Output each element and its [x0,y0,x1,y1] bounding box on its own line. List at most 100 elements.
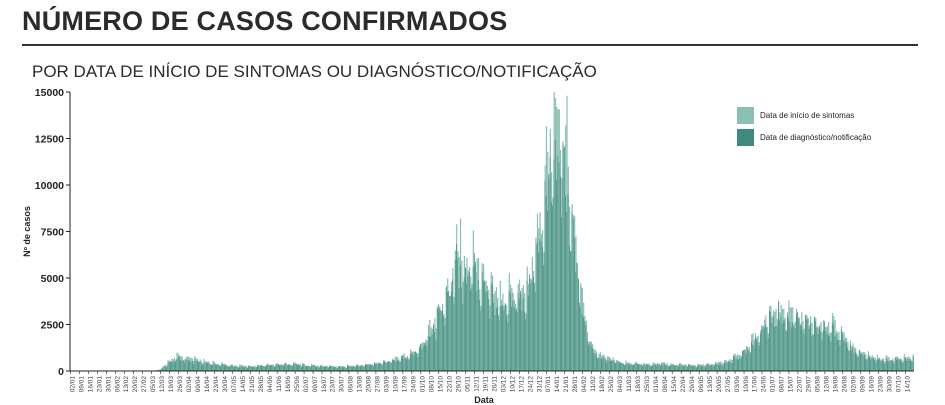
x-tick-label: 30/04 [222,376,229,393]
bar-diagnostico [382,362,384,371]
bar-diagnostico [894,357,896,371]
bar-diagnostico [575,272,577,371]
x-tick-label: 29/07 [806,376,813,393]
bar-diagnostico [767,338,769,371]
x-tick-label: 04/03 [617,376,624,393]
bar-diagnostico [824,321,825,371]
bar-diagnostico [902,362,904,371]
bar-diagnostico [878,359,879,371]
bar-diagnostico [748,349,750,371]
bar-diagnostico [710,365,711,371]
bar-diagnostico [176,359,178,371]
bar-diagnostico [311,365,312,371]
bar-diagnostico [738,359,739,371]
bar-diagnostico [492,285,493,371]
bar-diagnostico [792,322,793,371]
bar-diagnostico [389,361,391,371]
bar-diagnostico [497,306,498,371]
bar-diagnostico [266,365,267,371]
bar-diagnostico [453,303,455,371]
bar-diagnostico [408,360,410,371]
bar-diagnostico [820,331,822,371]
bar-diagnostico [542,246,543,371]
bar-diagnostico [749,352,751,371]
bar-diagnostico [536,242,538,371]
bar-diagnostico [744,349,746,371]
bar-diagnostico [450,292,452,371]
bar-diagnostico [350,366,352,371]
bar-diagnostico [563,147,565,371]
legend-swatch-sintomas [737,107,754,124]
bar-diagnostico [457,258,459,371]
bar-diagnostico [669,366,670,371]
x-tick-label: 05/08 [815,376,822,393]
x-tick-label: 03/12 [500,376,507,393]
bar-diagnostico [610,360,611,371]
bar-diagnostico [339,366,341,371]
x-tick-label: 30/07 [339,376,346,393]
bar-diagnostico [353,366,355,371]
bar-diagnostico [513,307,515,371]
x-tick-label: 01/04 [653,376,660,393]
bar-diagnostico [806,319,807,371]
bar-diagnostico [620,362,621,371]
bar-diagnostico [498,315,500,371]
bar-diagnostico [416,352,418,371]
bar-diagnostico [348,365,350,371]
bar-diagnostico [629,364,630,371]
bar-diagnostico [783,320,784,371]
x-tick-label: 16/09 [868,376,875,393]
bar-diagnostico [703,366,705,371]
bar-diagnostico [907,358,909,371]
bar-diagnostico [638,364,639,371]
bar-diagnostico [679,363,680,371]
bar-diagnostico [494,314,496,371]
bar-diagnostico [549,157,551,371]
bar-diagnostico [752,344,754,371]
bar-diagnostico [871,358,873,371]
bar-diagnostico [538,252,539,371]
bar-diagnostico [467,276,469,371]
x-tick-label: 18/03 [635,376,642,393]
bar-diagnostico [672,364,674,371]
x-tick-label: 11/06 [276,376,283,392]
bar-diagnostico [779,320,781,371]
bar-diagnostico [303,363,305,371]
bar-diagnostico [427,336,429,371]
bar-diagnostico [794,327,796,371]
y-tick-label: 15000 [35,87,64,99]
bar-diagnostico [271,365,273,371]
bar-diagnostico [190,362,192,371]
bar-diagnostico [407,355,409,371]
bar-diagnostico [667,366,669,371]
bar-diagnostico [908,360,910,371]
bar-diagnostico [509,292,511,371]
bar-diagnostico [182,361,184,371]
bar-diagnostico [857,357,859,371]
bar-diagnostico [277,364,279,371]
bar-diagnostico [540,241,542,371]
bar-diagnostico [849,344,851,371]
x-tick-label: 14/01 [554,376,561,393]
bar-diagnostico [515,310,516,371]
bar-diagnostico [217,365,219,371]
x-tick-label: 29/04 [689,376,696,393]
bar-diagnostico [665,365,666,371]
bar-diagnostico [604,360,606,371]
x-tick-label: 06/02 [114,376,121,393]
bar-diagnostico [227,365,229,371]
bar-diagnostico [721,365,723,371]
bar-diagnostico [890,360,892,371]
x-tick-label: 08/04 [662,376,669,393]
bar-diagnostico [236,366,238,371]
bar-diagnostico [270,365,271,371]
bar-diagnostico [625,363,627,371]
bar-diagnostico [370,364,371,371]
bar-diagnostico [635,363,637,371]
bar-diagnostico [624,365,625,371]
bar-diagnostico [330,365,332,371]
bar-diagnostico [567,194,569,371]
bar-diagnostico [813,316,815,371]
bar-diagnostico [399,361,401,371]
bar-diagnostico [481,263,483,371]
